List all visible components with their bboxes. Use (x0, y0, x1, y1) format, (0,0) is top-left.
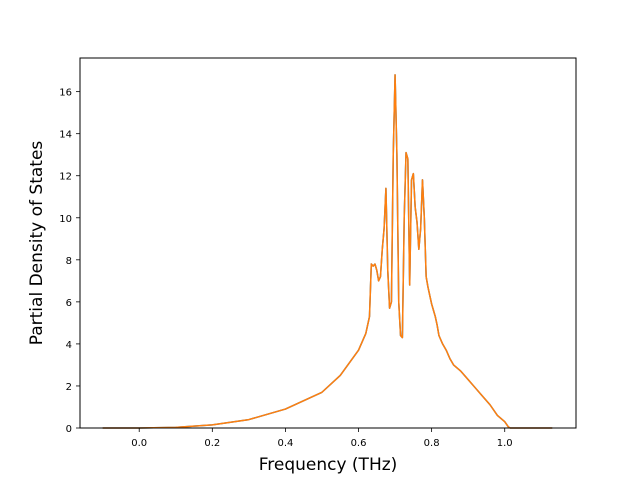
y-tick-label: 12 (59, 172, 72, 183)
y-tick-label: 8 (66, 256, 72, 267)
y-tick-label: 6 (66, 298, 72, 309)
x-tick-label: 0.4 (277, 438, 293, 449)
y-tick-label: 0 (66, 424, 72, 435)
plot-area (80, 58, 576, 428)
x-axis-label: Frequency (THz) (259, 455, 398, 475)
plot-frame (79, 57, 577, 429)
x-tick-label: 0.6 (351, 438, 367, 449)
y-tick-label: 14 (59, 130, 72, 141)
x-axis-ticks: 0.0 0.2 0.4 0.6 0.8 1.0 (131, 428, 513, 449)
x-tick-label: 0.2 (204, 438, 220, 449)
series-line-2 (102, 74, 553, 429)
y-axis-label: Partial Density of States (27, 141, 47, 346)
y-tick-label: 4 (66, 340, 72, 351)
x-tick-label: 1.0 (497, 438, 513, 449)
series-layer (102, 74, 553, 429)
y-tick-label: 16 (59, 88, 72, 99)
y-axis-ticks: 0 2 4 6 8 10 12 14 16 (59, 88, 80, 435)
y-tick-label: 10 (59, 214, 72, 225)
y-tick-label: 2 (66, 382, 72, 393)
x-tick-label: 0.0 (131, 438, 147, 449)
x-tick-label: 0.8 (424, 438, 440, 449)
